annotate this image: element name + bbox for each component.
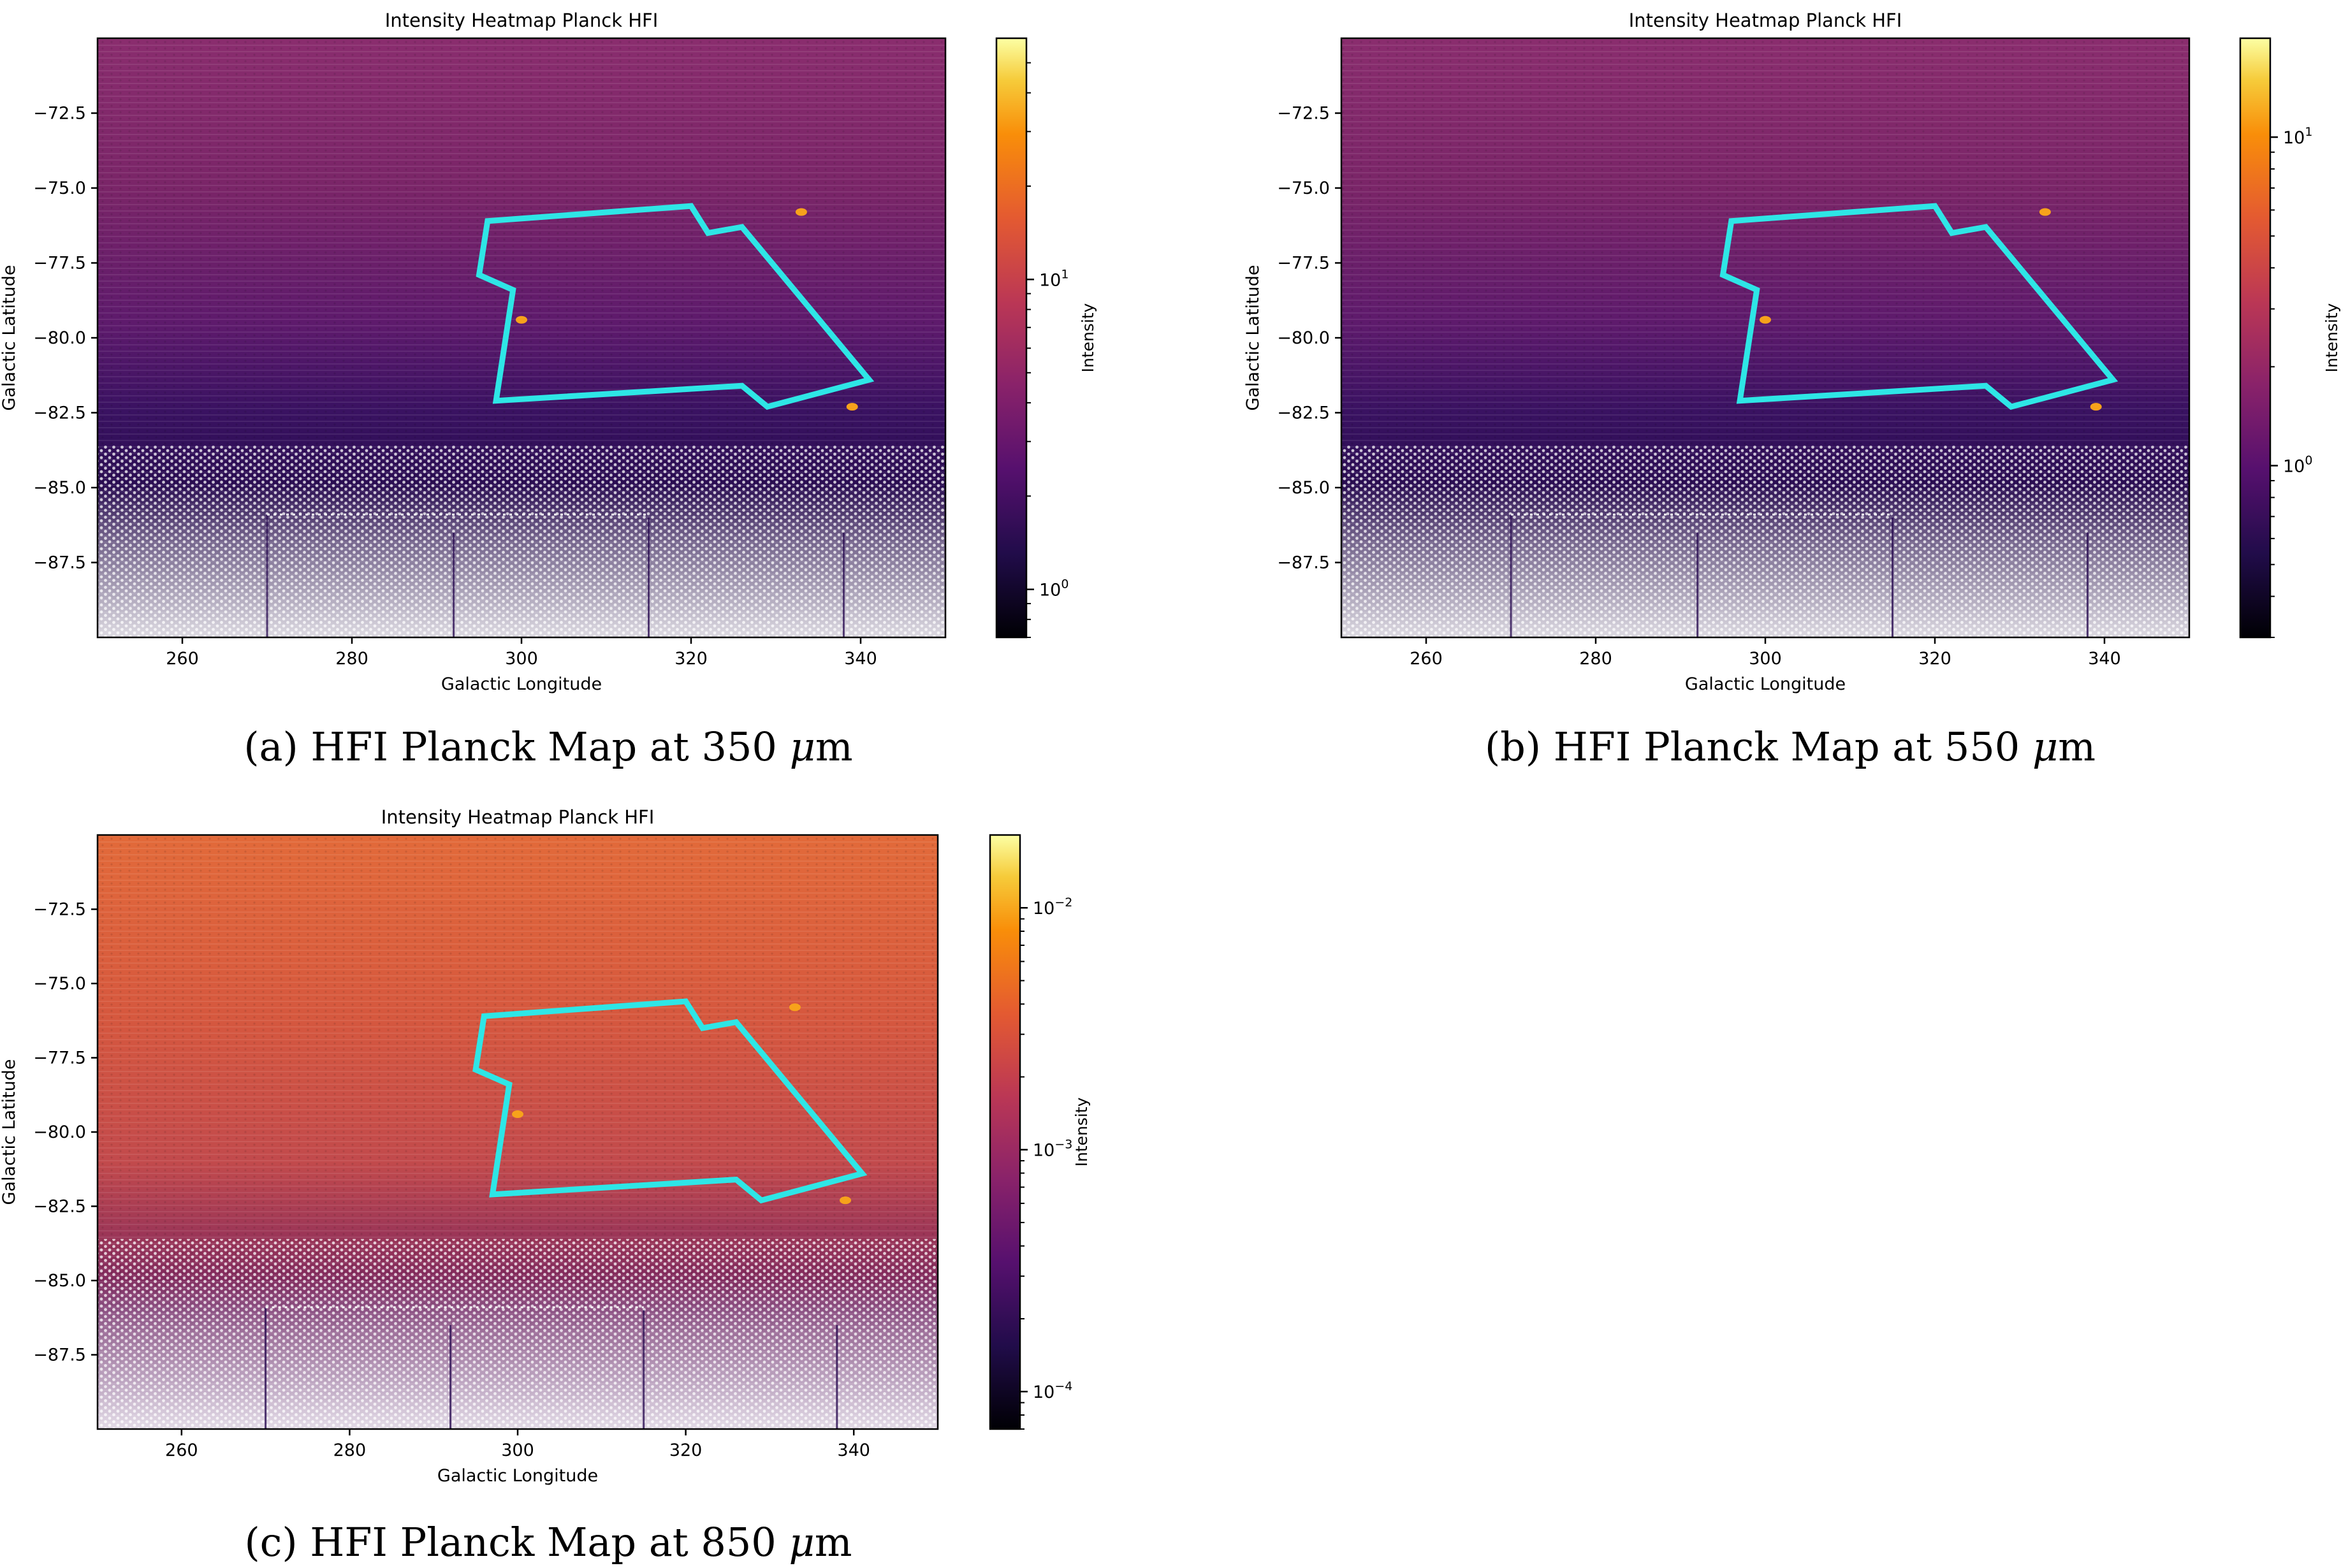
colorbar-gradient [2239, 37, 2271, 639]
y-tick-label: −80.0 [33, 328, 86, 348]
x-axis-label: Galactic Longitude [437, 1466, 598, 1486]
chart-title: Intensity Heatmap Planck HFI [381, 806, 655, 828]
x-tick-label: 340 [837, 1441, 870, 1460]
y-tick-label: −72.5 [33, 900, 86, 920]
point-source [2039, 208, 2051, 216]
y-tick-label: −87.5 [33, 553, 86, 573]
y-tick-label: −80.0 [1277, 328, 1330, 348]
y-tick-label: −75.0 [1277, 178, 1330, 198]
x-tick-label: 280 [333, 1441, 367, 1460]
point-source [516, 316, 527, 324]
chart-panel-a: Intensity Heatmap Planck HFI 260 280 300 320… [0, 10, 1097, 694]
y-axis-label: Galactic Latitude [1243, 265, 1263, 411]
panel-caption: (c) HFI Planck Map at 850 μm [244, 1519, 852, 1565]
region-outline [1719, 203, 2118, 410]
x-tick-label: 300 [505, 649, 538, 669]
heatmap-edge-fringe [98, 1238, 938, 1429]
colorbar-tick-label: 10−4 [1033, 1379, 1072, 1402]
x-tick-label: 340 [2088, 649, 2121, 669]
colorbar: 100 101 Intensity [2239, 37, 2341, 639]
x-tick-label: 300 [501, 1441, 534, 1460]
y-tick-label: −87.5 [1277, 553, 1330, 573]
y-tick-label: −77.5 [33, 1049, 86, 1068]
chart-title: Intensity Heatmap Planck HFI [385, 10, 659, 31]
colorbar-label: Intensity [1079, 303, 1097, 372]
y-tick-label: −72.5 [33, 104, 86, 124]
y-tick-label: −82.5 [1277, 403, 1330, 423]
chart-panel-c: Intensity Heatmap Planck HFI 260 280 300 320… [0, 806, 1091, 1486]
x-tick-label: 260 [1410, 649, 1443, 669]
panel-caption: (a) HFI Planck Map at 350 μm [244, 723, 852, 770]
y-tick-label: −85.0 [33, 478, 86, 498]
colorbar-tick-label: 10−2 [1033, 896, 1072, 918]
colorbar-label: Intensity [2322, 303, 2341, 372]
colorbar: 10−4 10−3 10−2 Intensity [989, 834, 1091, 1430]
colorbar-tick-label: 101 [2283, 125, 2312, 148]
point-source [795, 208, 807, 216]
x-tick-label: 280 [335, 649, 368, 669]
colorbar-tick-label: 100 [1039, 577, 1068, 600]
colorbar-gradient [995, 37, 1028, 639]
colorbar-tick-label: 10−3 [1033, 1138, 1072, 1161]
colorbar-label: Intensity [1072, 1097, 1091, 1166]
y-tick-label: −72.5 [1277, 104, 1330, 124]
x-tick-label: 260 [165, 1441, 198, 1460]
y-tick-label: −75.0 [33, 178, 86, 198]
y-tick-label: −80.0 [33, 1122, 86, 1142]
point-source [846, 403, 858, 411]
x-tick-label: 320 [1918, 649, 1951, 669]
x-tick-label: 320 [669, 1441, 703, 1460]
heatmap-edge-fringe [1341, 446, 2189, 637]
panel-caption: (b) HFI Planck Map at 550 μm [1485, 723, 2096, 770]
region-outline [472, 998, 868, 1204]
point-source [512, 1110, 523, 1119]
y-axis-label: Galactic Latitude [0, 1059, 19, 1205]
y-tick-label: −82.5 [33, 1197, 86, 1217]
region-outline [476, 203, 875, 410]
y-tick-label: −77.5 [33, 254, 86, 273]
point-source [840, 1196, 852, 1205]
y-tick-label: −82.5 [33, 403, 86, 423]
y-tick-label: −85.0 [33, 1271, 86, 1291]
y-tick-label: −85.0 [1277, 478, 1330, 498]
colorbar-gradient [989, 834, 1021, 1430]
heatmap-edge-fringe [98, 446, 945, 637]
chart-title: Intensity Heatmap Planck HFI [1629, 10, 1902, 31]
x-tick-label: 300 [1749, 649, 1782, 669]
point-source [789, 1003, 801, 1012]
colorbar-tick-label: 100 [2283, 454, 2312, 477]
x-tick-label: 320 [675, 649, 708, 669]
y-tick-label: −87.5 [33, 1346, 86, 1365]
x-tick-label: 260 [166, 649, 199, 669]
chart-panel-b: Intensity Heatmap Planck HFI 260 280 300 320… [1243, 10, 2341, 694]
y-tick-label: −77.5 [1277, 254, 1330, 273]
x-axis-label: Galactic Longitude [441, 674, 602, 694]
colorbar-tick-label: 101 [1039, 267, 1068, 290]
x-tick-label: 280 [1579, 649, 1612, 669]
y-tick-label: −75.0 [33, 974, 86, 994]
y-axis-label: Galactic Latitude [0, 265, 19, 411]
x-axis-label: Galactic Longitude [1685, 674, 1846, 694]
point-source [2090, 403, 2102, 411]
colorbar: 100 101 Intensity [995, 37, 1097, 639]
x-tick-label: 340 [844, 649, 877, 669]
point-source [1760, 316, 1771, 324]
